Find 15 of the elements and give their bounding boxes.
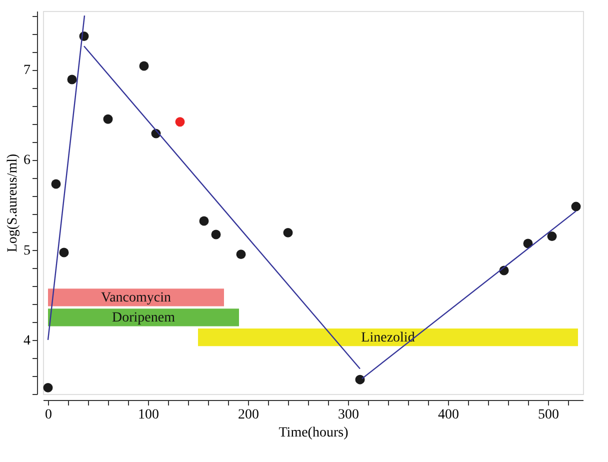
x-tick-label: 300 bbox=[338, 408, 359, 422]
y-tick-label: 5 bbox=[24, 243, 30, 258]
band-label: Linezolid bbox=[361, 330, 415, 346]
x-tick-label: 400 bbox=[438, 408, 459, 422]
y-tick-label: 7 bbox=[24, 63, 30, 78]
x-tick-label: 0 bbox=[45, 408, 52, 422]
band-label: Doripenem bbox=[112, 310, 176, 326]
x-tick-label: 100 bbox=[138, 408, 159, 422]
band-label: Vancomycin bbox=[101, 290, 171, 306]
x-axis-title: Time(hours) bbox=[278, 426, 349, 440]
x-tick-label: 200 bbox=[238, 408, 259, 422]
x-tick-label: 500 bbox=[538, 408, 559, 422]
y-axis-title: Log(S.aureus/ml) bbox=[6, 153, 20, 252]
y-tick-label: 4 bbox=[24, 333, 30, 348]
y-tick-label: 6 bbox=[24, 153, 30, 168]
